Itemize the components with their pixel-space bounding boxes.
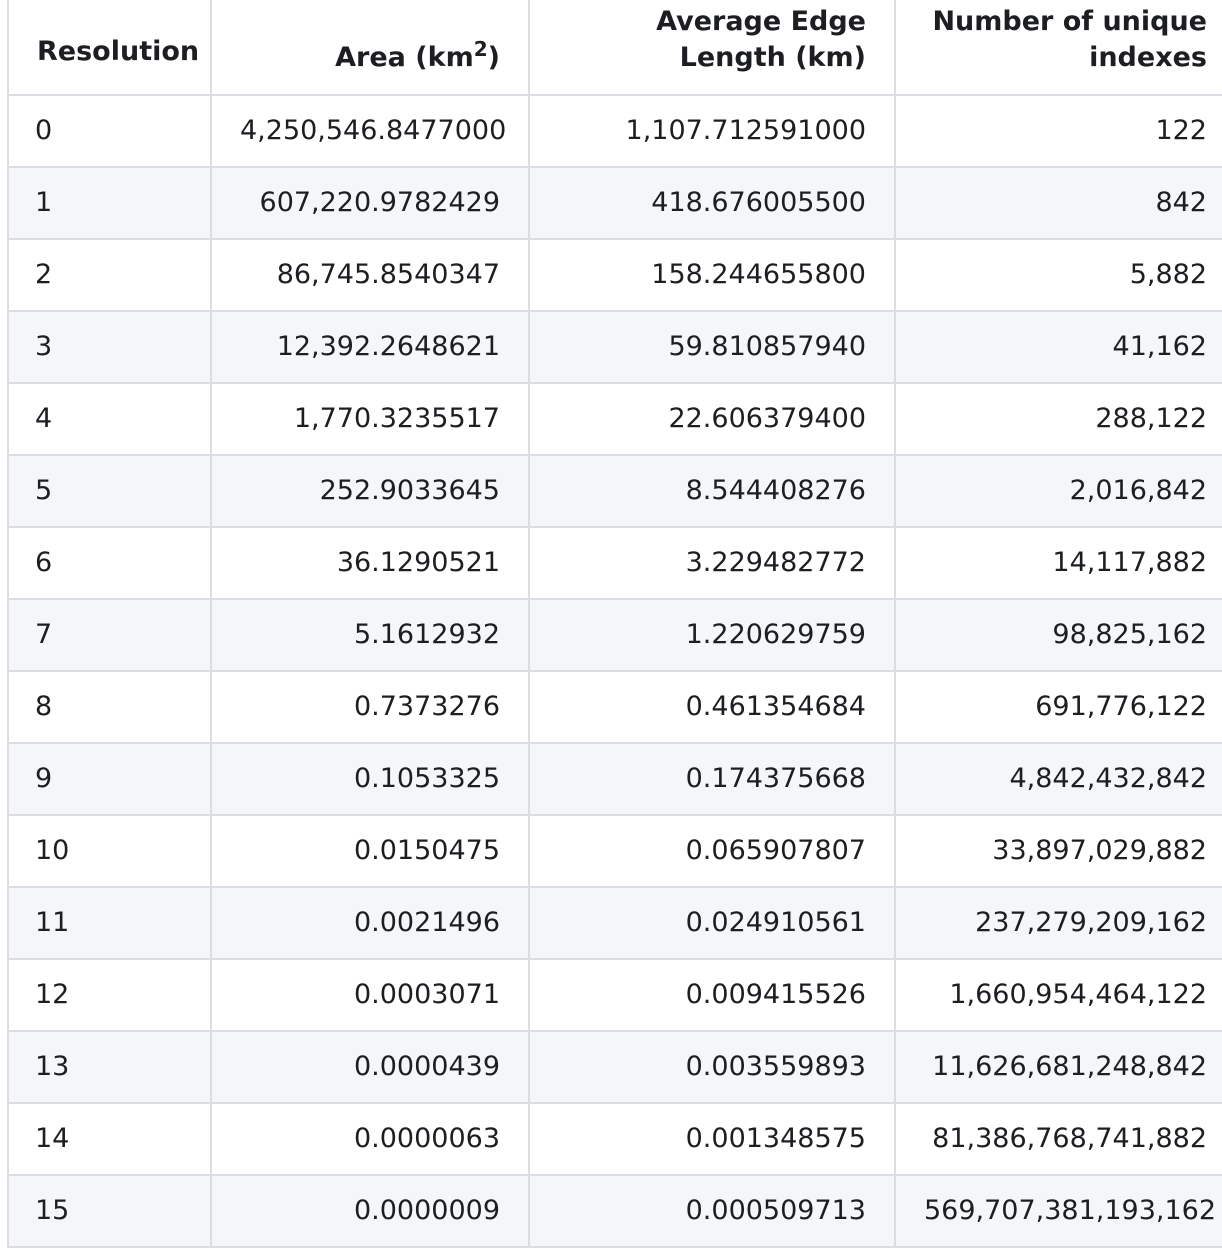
table-header-row: Resolution Area (km2) Average Edge Lengt… [7,0,1222,96]
cell-area: 0.0000439 [210,1030,530,1104]
table-row: 6 36.1290521 3.229482772 14,117,882 [7,526,1222,600]
header-count-line1: Number of unique [932,6,1207,37]
cell-area: 0.1053325 [210,742,530,816]
cell-area: 0.7373276 [210,670,530,744]
cell-edge-length: 8.544408276 [528,454,896,528]
table-row: 15 0.0000009 0.000509713 569,707,381,193,16… [7,1174,1222,1248]
cell-unique-indexes: 81,386,768,741,882 [894,1102,1222,1176]
cell-resolution: 8 [7,670,212,744]
header-unique-indexes: Number of unique indexes [894,0,1222,96]
cell-edge-length: 1,107.712591000 [528,94,896,168]
cell-resolution: 2 [7,238,212,312]
cell-resolution: 10 [7,814,212,888]
table-row: 12 0.0003071 0.009415526 1,660,954,464,122 [7,958,1222,1032]
cell-resolution: 13 [7,1030,212,1104]
cell-unique-indexes: 14,117,882 [894,526,1222,600]
header-edge-length: Average Edge Length (km) [528,0,896,96]
table-row: 0 4,250,546.8477000 1,107.712591000 122 [7,94,1222,168]
cell-resolution: 3 [7,310,212,384]
table-row: 13 0.0000439 0.003559893 11,626,681,248,842 [7,1030,1222,1104]
cell-edge-length: 418.676005500 [528,166,896,240]
cell-resolution: 9 [7,742,212,816]
header-resolution: Resolution [7,0,212,96]
cell-unique-indexes: 237,279,209,162 [894,886,1222,960]
header-area: Area (km2) [210,0,530,96]
cell-unique-indexes: 4,842,432,842 [894,742,1222,816]
cell-resolution: 12 [7,958,212,1032]
cell-unique-indexes: 569,707,381,193,162 [894,1174,1222,1248]
cell-edge-length: 0.174375668 [528,742,896,816]
cell-unique-indexes: 2,016,842 [894,454,1222,528]
cell-edge-length: 59.810857940 [528,310,896,384]
cell-area: 0.0000009 [210,1174,530,1248]
cell-unique-indexes: 41,162 [894,310,1222,384]
table-row: 4 1,770.3235517 22.606379400 288,122 [7,382,1222,456]
cell-edge-length: 0.003559893 [528,1030,896,1104]
cell-unique-indexes: 1,660,954,464,122 [894,958,1222,1032]
table-row: 2 86,745.8540347 158.244655800 5,882 [7,238,1222,312]
cell-unique-indexes: 33,897,029,882 [894,814,1222,888]
cell-area: 0.0003071 [210,958,530,1032]
cell-edge-length: 3.229482772 [528,526,896,600]
table-row: 14 0.0000063 0.001348575 81,386,768,741,882 [7,1102,1222,1176]
cell-edge-length: 0.001348575 [528,1102,896,1176]
resolution-table: Resolution Area (km2) Average Edge Lengt… [7,0,1222,1248]
cell-unique-indexes: 288,122 [894,382,1222,456]
cell-unique-indexes: 691,776,122 [894,670,1222,744]
table-row: 3 12,392.2648621 59.810857940 41,162 [7,310,1222,384]
cell-resolution: 4 [7,382,212,456]
cell-area: 0.0021496 [210,886,530,960]
cell-unique-indexes: 98,825,162 [894,598,1222,672]
cell-resolution: 0 [7,94,212,168]
cell-area: 5.1612932 [210,598,530,672]
cell-unique-indexes: 122 [894,94,1222,168]
table-row: 10 0.0150475 0.065907807 33,897,029,882 [7,814,1222,888]
cell-edge-length: 158.244655800 [528,238,896,312]
cell-resolution: 5 [7,454,212,528]
table-row: 8 0.7373276 0.461354684 691,776,122 [7,670,1222,744]
cell-area: 252.9033645 [210,454,530,528]
cell-resolution: 1 [7,166,212,240]
cell-edge-length: 0.065907807 [528,814,896,888]
cell-resolution: 7 [7,598,212,672]
cell-edge-length: 1.220629759 [528,598,896,672]
table-row: 5 252.9033645 8.544408276 2,016,842 [7,454,1222,528]
cell-area: 1,770.3235517 [210,382,530,456]
cell-edge-length: 0.024910561 [528,886,896,960]
table-row: 7 5.1612932 1.220629759 98,825,162 [7,598,1222,672]
cell-unique-indexes: 11,626,681,248,842 [894,1030,1222,1104]
cell-area: 0.0150475 [210,814,530,888]
cell-area: 12,392.2648621 [210,310,530,384]
cell-area: 607,220.9782429 [210,166,530,240]
cell-area: 4,250,546.8477000 [210,94,530,168]
header-edge-line2: Length (km) [679,42,866,73]
cell-resolution: 14 [7,1102,212,1176]
cell-edge-length: 0.009415526 [528,958,896,1032]
cell-resolution: 6 [7,526,212,600]
table-body: 0 4,250,546.8477000 1,107.712591000 122 1 607… [7,94,1222,1248]
cell-area: 36.1290521 [210,526,530,600]
cell-resolution: 15 [7,1174,212,1248]
cell-resolution: 11 [7,886,212,960]
cell-unique-indexes: 5,882 [894,238,1222,312]
cell-area: 86,745.8540347 [210,238,530,312]
table-row: 11 0.0021496 0.024910561 237,279,209,162 [7,886,1222,960]
table-row: 9 0.1053325 0.174375668 4,842,432,842 [7,742,1222,816]
table-row: 1 607,220.9782429 418.676005500 842 [7,166,1222,240]
cell-edge-length: 0.461354684 [528,670,896,744]
header-area-label: Area (km2) [335,37,500,73]
header-edge-line1: Average Edge [656,6,866,37]
cell-edge-length: 22.606379400 [528,382,896,456]
cell-edge-length: 0.000509713 [528,1174,896,1248]
cell-unique-indexes: 842 [894,166,1222,240]
header-count-line2: indexes [1089,42,1207,73]
cell-area: 0.0000063 [210,1102,530,1176]
